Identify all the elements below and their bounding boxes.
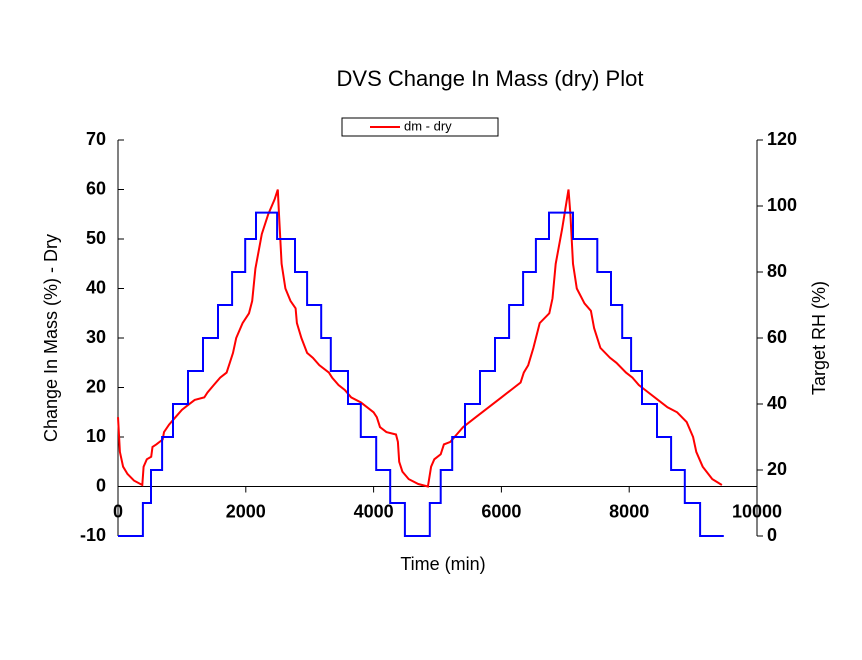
legend-box (341, 117, 499, 137)
y-tick-label: 70 (86, 129, 106, 149)
y2-axis-label: Target RH (%) (809, 281, 829, 395)
y-tick-label: 60 (86, 178, 106, 198)
x-tick-label: 0 (113, 501, 123, 521)
data-line (117, 189, 723, 488)
y2-tick-label: 60 (767, 327, 787, 347)
x-tick-label: 10000 (732, 501, 782, 521)
y2-tick-label: 100 (767, 195, 797, 215)
y-tick-label: 10 (86, 426, 106, 446)
x-tick-label: 6000 (481, 501, 521, 521)
y-tick-label: 20 (86, 376, 106, 396)
y-tick-label: 40 (86, 277, 106, 297)
x-axis-label: Time (min) (400, 554, 485, 574)
y-tick-label: 50 (86, 228, 106, 248)
data-line (118, 211, 724, 537)
y2-tick-label: 0 (767, 525, 777, 545)
x-tick-label: 2000 (226, 501, 266, 521)
chart-title: DVS Change In Mass (dry) Plot (337, 66, 644, 91)
x-tick-label: 8000 (609, 501, 649, 521)
y-tick-label: 30 (86, 327, 106, 347)
legend-label: dm - dry (404, 118, 452, 133)
y2-tick-label: 120 (767, 129, 797, 149)
y-axis-label: Change In Mass (%) - Dry (41, 234, 61, 442)
y-tick-label: -10 (80, 525, 106, 545)
x-tick-label: 4000 (354, 501, 394, 521)
y2-tick-label: 20 (767, 459, 787, 479)
y-tick-label: 0 (96, 475, 106, 495)
y2-tick-label: 80 (767, 261, 787, 281)
y2-tick-label: 40 (767, 393, 787, 413)
